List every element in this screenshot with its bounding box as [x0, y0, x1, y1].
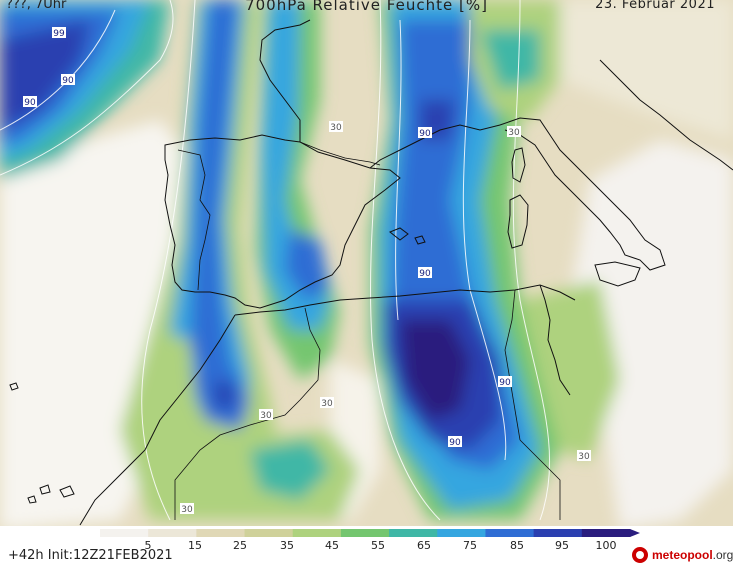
map-date: 23. Februar 2021	[595, 0, 715, 12]
legend-tick-label: 85	[510, 539, 524, 552]
coastlines	[9, 19, 733, 526]
legend-tick-label: 15	[188, 539, 202, 552]
legend-tick-label: 100	[595, 539, 617, 552]
isoline-label: 90	[24, 98, 36, 108]
isolines	[0, 0, 551, 521]
legend-tick-label: 5	[144, 539, 152, 552]
brand-text: meteopool.org	[652, 548, 733, 562]
legend-max-arrow	[630, 529, 640, 537]
legend-tick-label: 75	[463, 539, 477, 552]
legend-swatch	[533, 529, 583, 537]
legend-swatch	[389, 529, 438, 537]
isoline-label: 30	[578, 452, 590, 462]
legend-swatch	[196, 529, 246, 537]
legend-swatch	[100, 529, 149, 537]
legend-tick-label: 95	[555, 539, 569, 552]
brand-suffix: .org	[712, 548, 733, 562]
legend-tick-label: 55	[371, 539, 385, 552]
isoline-labels: 99 90 90 30 90 30 90 30 30 90 90 30 30	[23, 27, 591, 515]
legend-tick-label: 65	[417, 539, 431, 552]
isoline-label: 90	[499, 378, 511, 388]
isoline-label: 90	[62, 76, 74, 86]
meteopool-logo-icon	[632, 547, 648, 563]
map-title: 700hPa Relative Feuchte [%]	[245, 0, 488, 14]
isoline-label: 90	[419, 129, 431, 139]
color-legend-bar	[100, 529, 640, 537]
legend-swatch	[244, 529, 294, 537]
legend-swatch	[340, 529, 390, 537]
legend-swatch	[485, 529, 535, 537]
isoline-label: 90	[419, 269, 431, 279]
legend-tick-label: 45	[325, 539, 339, 552]
map-footer: 5 15 25 35 45 55 65 75 85 95 100 +42h Init:12Z21FE…	[0, 526, 733, 566]
valid-time: ???, 7Uhr	[6, 0, 67, 12]
legend-swatch	[581, 529, 631, 537]
isoline-label: 30	[321, 399, 333, 409]
isoline-label: 90	[449, 438, 461, 448]
run-info: +42h Init:12Z21FEB2021	[8, 548, 173, 563]
isoline-label: 99	[53, 29, 65, 39]
isoline-label: 30	[330, 123, 342, 133]
isoline-label: 30	[260, 411, 272, 421]
legend-swatch	[437, 529, 486, 537]
isoline-label: 30	[508, 128, 520, 138]
legend-tick-label: 25	[233, 539, 247, 552]
legend-tick-label: 35	[280, 539, 294, 552]
map-header: ???, 7Uhr 700hPa Relative Feuchte [%] 23…	[0, 0, 733, 20]
legend-swatch	[148, 529, 197, 537]
meteopool-logo[interactable]: meteopool.org	[632, 545, 733, 565]
isoline-label: 30	[181, 505, 193, 515]
brand-name: meteopool	[652, 548, 713, 562]
legend-swatch	[292, 529, 342, 537]
